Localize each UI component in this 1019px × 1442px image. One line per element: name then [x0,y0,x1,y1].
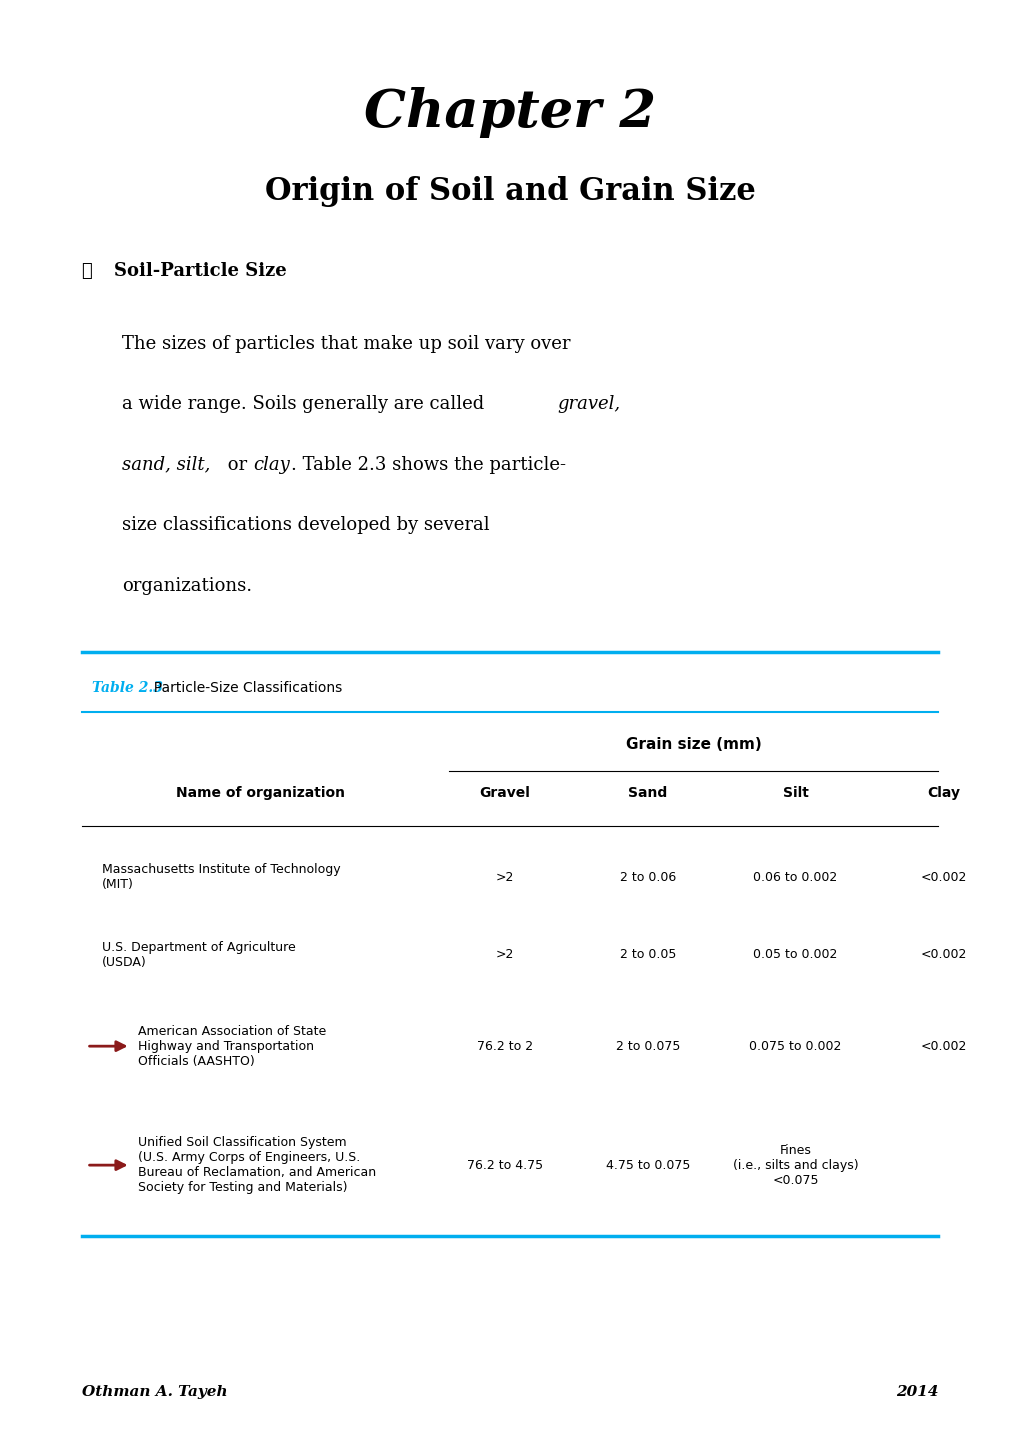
Text: Name of organization: Name of organization [175,786,344,800]
Text: size classifications developed by several: size classifications developed by severa… [122,516,489,534]
Text: organizations.: organizations. [122,577,253,594]
Text: or: or [222,456,253,473]
Text: Particle-Size Classifications: Particle-Size Classifications [145,681,341,695]
Text: 76.2 to 4.75: 76.2 to 4.75 [467,1158,542,1172]
Text: >2: >2 [495,871,514,884]
Text: >2: >2 [495,947,514,962]
Text: a wide range. Soils generally are called: a wide range. Soils generally are called [122,395,490,412]
Text: Clay: Clay [926,786,959,800]
Text: The sizes of particles that make up soil vary over: The sizes of particles that make up soil… [122,335,571,352]
Text: Gravel: Gravel [479,786,530,800]
Text: sand, silt,: sand, silt, [122,456,211,473]
Text: Sand: Sand [628,786,666,800]
Text: 2 to 0.06: 2 to 0.06 [619,871,676,884]
Text: Fines
(i.e., silts and clays)
<0.075: Fines (i.e., silts and clays) <0.075 [732,1144,858,1187]
Text: 76.2 to 2: 76.2 to 2 [476,1040,533,1053]
Text: . Table 2.3 shows the particle-: . Table 2.3 shows the particle- [290,456,566,473]
Text: Origin of Soil and Grain Size: Origin of Soil and Grain Size [264,176,755,206]
Text: 2 to 0.05: 2 to 0.05 [619,947,676,962]
Text: <0.002: <0.002 [919,947,966,962]
Text: <0.002: <0.002 [919,1040,966,1053]
Text: 0.05 to 0.002: 0.05 to 0.002 [753,947,837,962]
Text: gravel,: gravel, [556,395,620,412]
Text: Silt: Silt [782,786,808,800]
Text: 2 to 0.075: 2 to 0.075 [614,1040,680,1053]
Text: ➤: ➤ [82,262,93,280]
Text: 4.75 to 0.075: 4.75 to 0.075 [605,1158,689,1172]
Text: <0.002: <0.002 [919,871,966,884]
Text: Soil-Particle Size: Soil-Particle Size [114,262,286,280]
Text: 0.06 to 0.002: 0.06 to 0.002 [753,871,837,884]
Text: Othman A. Tayeh: Othman A. Tayeh [82,1384,227,1399]
Text: American Association of State
Highway and Transportation
Officials (AASHTO): American Association of State Highway an… [138,1025,326,1067]
Text: U.S. Department of Agriculture
(USDA): U.S. Department of Agriculture (USDA) [102,940,296,969]
Text: Unified Soil Classification System
(U.S. Army Corps of Engineers, U.S.
Bureau of: Unified Soil Classification System (U.S.… [138,1136,375,1194]
Text: Chapter 2: Chapter 2 [364,87,655,137]
Text: 0.075 to 0.002: 0.075 to 0.002 [749,1040,841,1053]
Text: 2014: 2014 [895,1384,937,1399]
Text: Massachusetts Institute of Technology
(MIT): Massachusetts Institute of Technology (M… [102,864,340,891]
Text: Table 2.3: Table 2.3 [92,681,162,695]
Text: Grain size (mm): Grain size (mm) [625,737,761,751]
Text: clay: clay [253,456,289,473]
